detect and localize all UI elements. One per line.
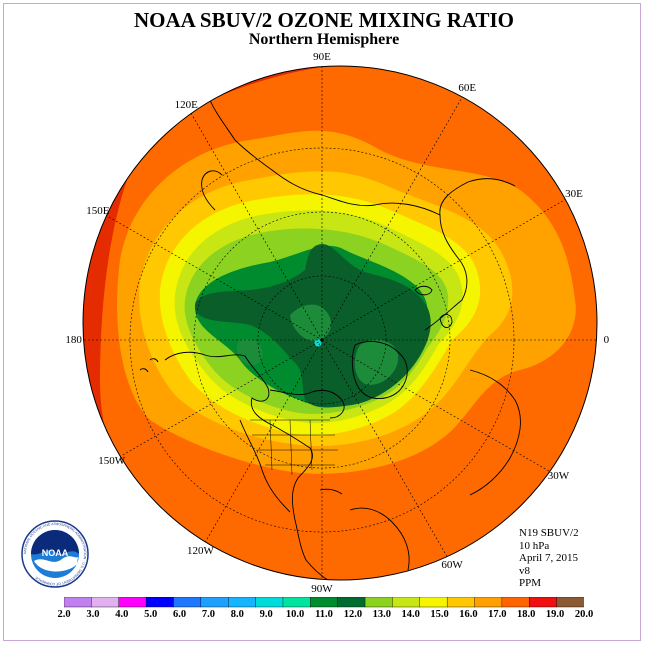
info-instrument: N19 SBUV/2 (519, 527, 579, 539)
contour-island-a (290, 304, 332, 342)
colorbar-tick-label: 11.0 (315, 609, 333, 620)
meridian-150e (106, 215, 323, 341)
colorbar-swatch (310, 597, 339, 608)
contour-island-c (237, 338, 263, 366)
longitude-label-150w: 150W (98, 455, 126, 468)
noaa-logo: NOAA NATIONAL OCEANIC AND ATMOSPHERIC AD… (21, 520, 89, 588)
colorbar-tick-label: 4.0 (115, 609, 129, 620)
meridian-lines (83, 66, 597, 580)
colorbar-tick-label: 13.0 (372, 609, 391, 620)
longitude-label-60w: 60W (441, 559, 463, 572)
meridian-60e (321, 96, 463, 341)
colorbar-tick-label: 3.0 (86, 609, 100, 620)
longitude-label-150e: 150E (86, 204, 110, 217)
meridian-120w (205, 339, 323, 543)
longitude-label-90e: 90E (313, 50, 331, 63)
colorbar-tick-label: 6.0 (172, 609, 187, 620)
colorbar-tick-label: 5.0 (144, 609, 158, 620)
coastlines (139, 77, 521, 580)
colorbar-swatch (529, 597, 558, 608)
colorbar-swatch (474, 597, 503, 608)
colorbar-tick-label: 15.0 (430, 609, 449, 620)
colorbar-swatch (145, 597, 174, 608)
info-pressure: 10 hPa (519, 539, 550, 552)
us-state-lines (250, 419, 338, 476)
meridian-30e (321, 199, 566, 341)
colorbar-tick-label: 12.0 (343, 609, 363, 620)
colorbar-tick-label: 2.0 (57, 609, 71, 620)
colorbar-swatch (64, 597, 92, 608)
colorbar-tick-label: 7.0 (201, 609, 215, 620)
colorbar-swatch (282, 597, 311, 608)
colorbar-swatch (173, 597, 202, 608)
noaa-logo-text: NOAA (42, 548, 69, 558)
colorbar-swatch (556, 597, 584, 608)
longitude-label-60e: 60E (458, 82, 477, 95)
meridian-120e (190, 113, 323, 341)
longitude-label-0: 0 (603, 334, 610, 346)
longitude-label-30w: 30W (547, 470, 570, 483)
colorbar-tick-label: 10.0 (285, 609, 305, 620)
page-frame (3, 3, 641, 641)
map-title: NOAA SBUV/2 OZONE MIXING RATIO (134, 8, 514, 32)
colorbar-tick-label: 19.0 (545, 609, 565, 620)
colorbar-swatch (501, 597, 530, 608)
contour-island-b (354, 339, 399, 385)
info-units: PPM (519, 577, 542, 589)
longitude-label-180: 180 (65, 334, 82, 346)
colorbar-swatch (118, 597, 147, 608)
map-boundary (82, 65, 598, 581)
colorbar-swatch (337, 597, 366, 608)
colorbar-swatch (364, 597, 393, 608)
info-block: N19 SBUV/2 10 hPa April 7, 2015 v8 PPM (519, 527, 579, 590)
colorbar-tick-label: 8.0 (230, 609, 244, 620)
map-subtitle: Northern Hemisphere (248, 31, 400, 48)
colorbar-swatch (392, 597, 421, 608)
longitude-label-120e: 120E (174, 98, 198, 111)
colorbar-tick-label: 17.0 (488, 609, 507, 620)
colorbar-swatch (419, 597, 448, 608)
colorbar-swatch (228, 597, 257, 608)
info-date: April 7, 2015 (519, 552, 578, 564)
colorbar-tick-label: 14.0 (401, 609, 420, 620)
info-version: v8 (519, 564, 530, 577)
colorbar-swatch (446, 597, 476, 608)
longitude-label-30e: 30E (565, 188, 583, 201)
north-pole-marker (314, 339, 322, 347)
longitude-label-90w: 90W (311, 583, 333, 596)
meridian-150w (120, 339, 323, 457)
colorbar-tick-label: 9.0 (259, 609, 273, 620)
colorbar-swatch (200, 597, 229, 608)
colorbar-tick-label: 16.0 (459, 609, 478, 620)
colorbar-tick-label: 18.0 (517, 609, 536, 620)
meridian-60w (321, 339, 448, 557)
colorbar (64, 597, 584, 608)
colorbar-swatch (91, 597, 120, 608)
colorbar-swatch (255, 597, 284, 608)
longitude-label-120w: 120W (186, 544, 214, 557)
colorbar-tick-label: 20.0 (574, 609, 594, 620)
